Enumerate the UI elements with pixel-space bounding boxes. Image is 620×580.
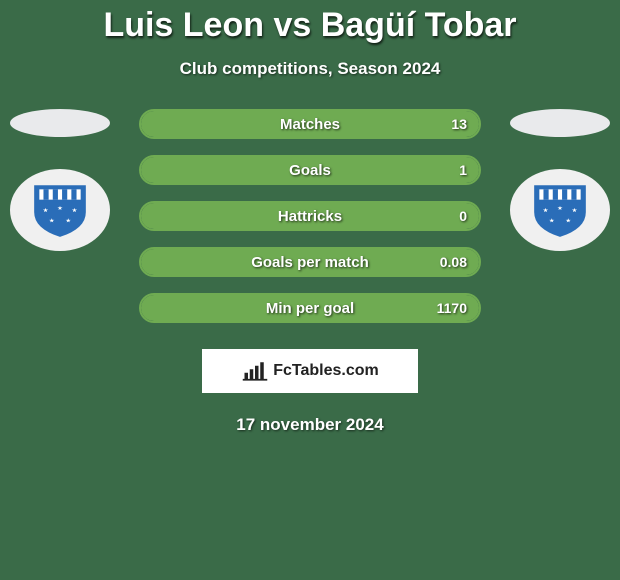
right-club-crest: [510, 169, 610, 251]
stat-row: Hattricks 0: [139, 201, 481, 231]
right-column: [506, 109, 614, 251]
stat-row: Goals per match 0.08: [139, 247, 481, 277]
page-title: Luis Leon vs Bagüí Tobar: [0, 0, 620, 45]
stat-row: Min per goal 1170: [139, 293, 481, 323]
stat-value: 0.08: [440, 254, 467, 270]
left-player-placeholder: [10, 109, 110, 137]
left-column: [6, 109, 114, 251]
subtitle: Club competitions, Season 2024: [0, 59, 620, 79]
stat-row: Goals 1: [139, 155, 481, 185]
stat-value: 1: [459, 162, 467, 178]
stat-label: Goals: [289, 162, 331, 179]
date-label: 17 november 2024: [0, 415, 620, 435]
stat-row: Matches 13: [139, 109, 481, 139]
stat-label: Min per goal: [266, 300, 354, 317]
emelec-crest-icon: [529, 179, 591, 241]
stat-value: 13: [451, 116, 467, 132]
content-area: Matches 13 Goals 1 Hattricks 0 Goals per match…: [0, 109, 620, 435]
stat-label: Goals per match: [251, 254, 369, 271]
right-player-placeholder: [510, 109, 610, 137]
stat-label: Hattricks: [278, 208, 342, 225]
bar-chart-icon: [241, 360, 269, 382]
stat-value: 0: [459, 208, 467, 224]
emelec-crest-icon: [29, 179, 91, 241]
left-club-crest: [10, 169, 110, 251]
stat-label: Matches: [280, 116, 340, 133]
brand-badge[interactable]: FcTables.com: [202, 349, 418, 393]
brand-text: FcTables.com: [273, 362, 379, 380]
stats-list: Matches 13 Goals 1 Hattricks 0 Goals per match…: [139, 109, 481, 323]
stat-value: 1170: [437, 300, 467, 316]
